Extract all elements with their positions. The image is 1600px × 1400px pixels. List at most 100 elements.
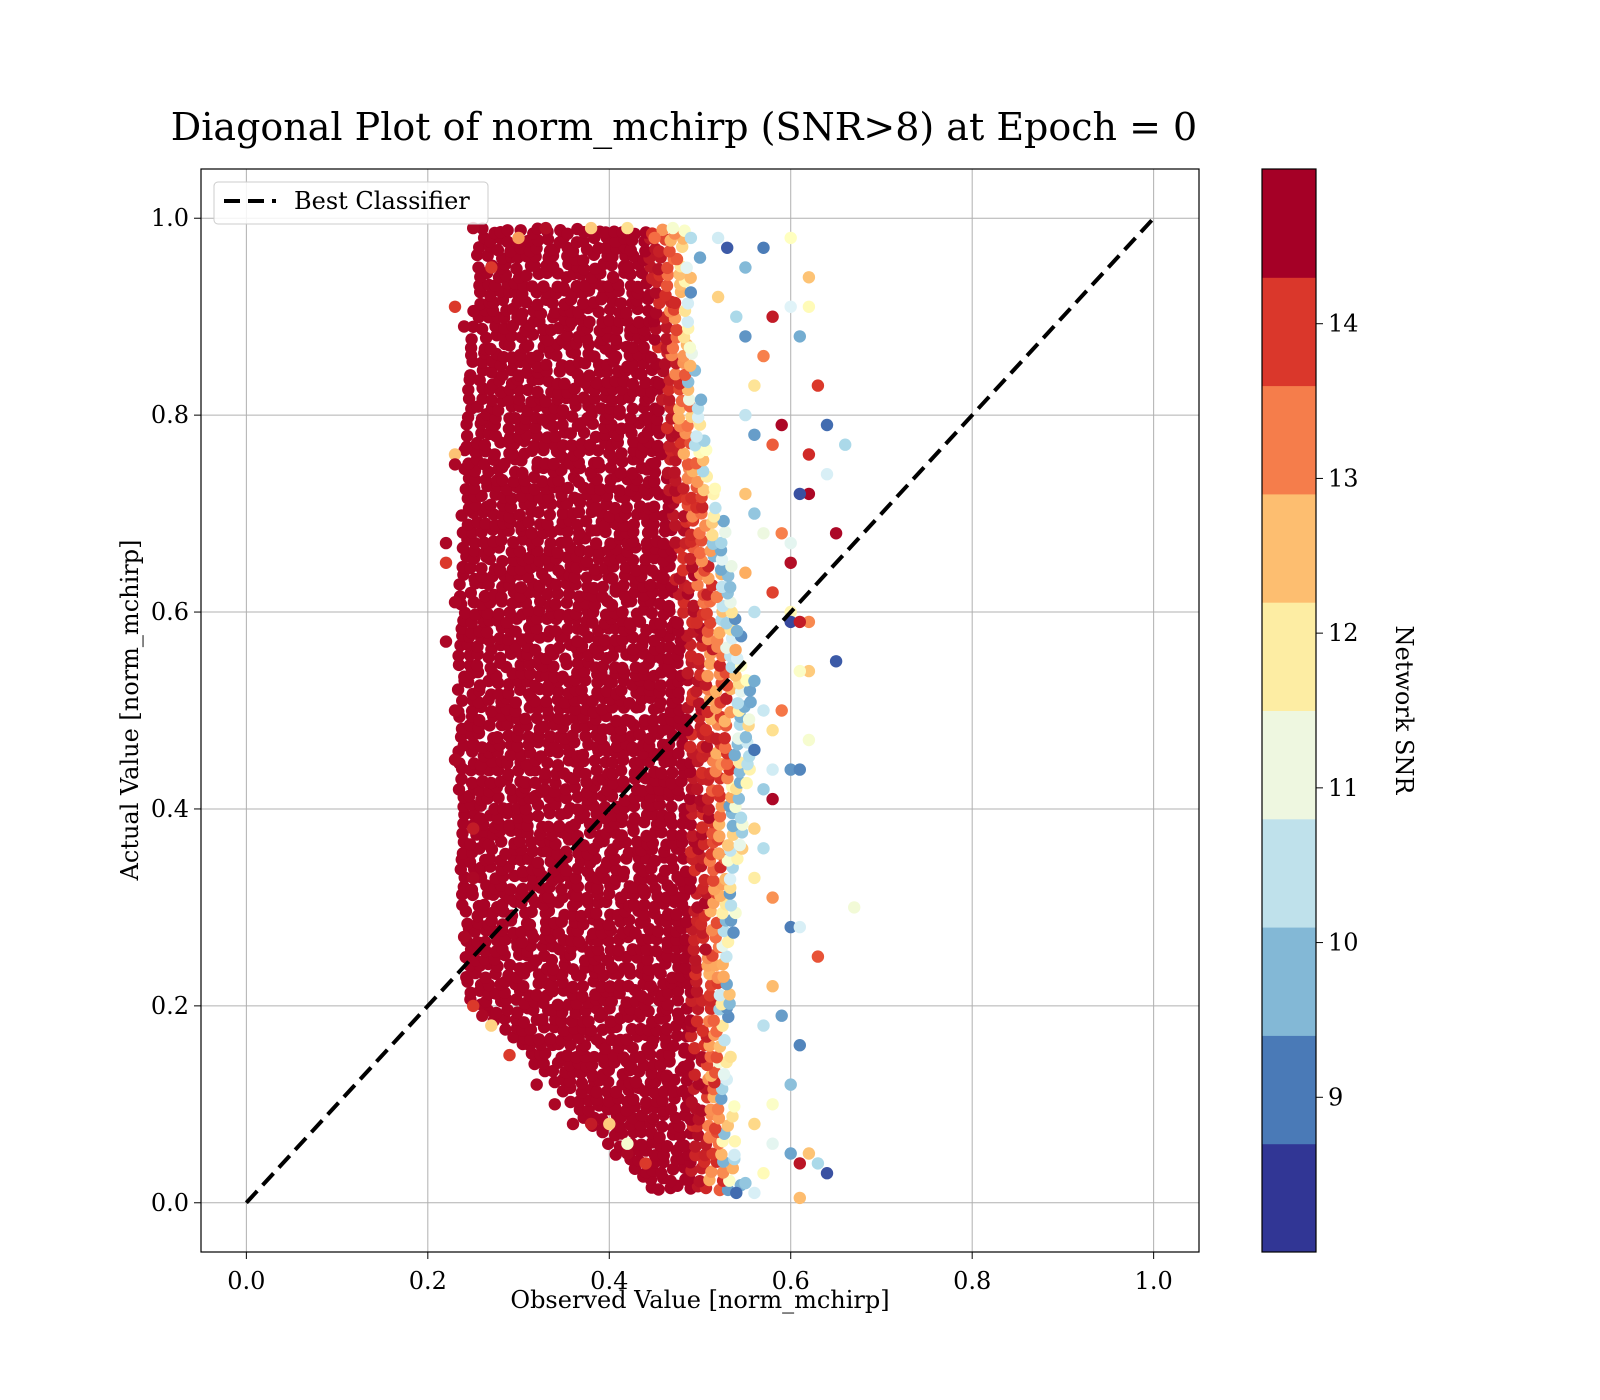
scatter-point [677, 606, 690, 619]
scatter-point [534, 750, 548, 763]
scatter-point [700, 607, 713, 620]
scatter-point [639, 1157, 652, 1170]
scatter-point [637, 341, 650, 354]
scatter-point [793, 330, 806, 343]
scatter-point [588, 599, 602, 612]
best-classifier-line [244, 216, 1156, 1205]
scatter-point [607, 777, 620, 790]
colorbar-band [1262, 818, 1316, 928]
scatter-point [556, 418, 569, 431]
scatter-point [621, 1147, 634, 1160]
scatter-point [559, 652, 572, 665]
scatter-point [462, 383, 475, 396]
scatter-point [606, 649, 619, 662]
scatter-point [647, 714, 660, 727]
scatter-point [681, 315, 694, 329]
scatter-point [448, 596, 462, 609]
scatter-point [651, 439, 665, 453]
scatter-point [715, 536, 728, 550]
scatter-point [523, 918, 537, 931]
scatter-point [670, 252, 684, 266]
scatter-point [652, 404, 665, 417]
scatter-point [534, 881, 547, 894]
scatter-point [688, 1042, 701, 1055]
scatter-point [820, 468, 834, 481]
scatter-point [685, 491, 698, 505]
scatter-point [485, 261, 498, 274]
scatter-point [659, 519, 672, 532]
scatter-point [544, 730, 557, 743]
scatter-point [439, 536, 453, 550]
scatter-point [713, 626, 726, 639]
scatter-point [608, 501, 622, 515]
scatter-point [530, 1078, 543, 1091]
scatter-point [677, 447, 690, 460]
scatter-point [670, 323, 683, 337]
scatter-point [793, 1191, 806, 1205]
scatter-point [524, 667, 537, 680]
scatter-point [660, 279, 674, 292]
scatter-point [723, 997, 736, 1010]
scatter-point [681, 297, 695, 310]
scatter-point [577, 391, 590, 404]
scatter-point [542, 891, 555, 904]
scatter-point [528, 776, 542, 789]
scatter-point [561, 525, 574, 538]
scatter-point [700, 443, 713, 457]
scatter-point [606, 394, 619, 407]
scatter-point [720, 757, 734, 770]
scatter-point [699, 943, 712, 956]
scatter-point [552, 641, 566, 654]
scatter-point [665, 777, 678, 790]
scatter-point [491, 812, 504, 825]
scatter-point [603, 1117, 616, 1131]
scatter-point [620, 996, 633, 1009]
scatter-point [648, 231, 661, 245]
scatter-point [848, 901, 861, 914]
scatter-point [681, 723, 694, 737]
scatter-point [484, 661, 497, 675]
scatter-point [553, 608, 567, 621]
scatter-point [666, 828, 679, 841]
scatter-point [548, 741, 562, 754]
scatter-point [713, 810, 727, 823]
scatter-point [528, 483, 541, 496]
scatter-point [522, 515, 535, 529]
scatter-point [603, 314, 616, 327]
scatter-point [748, 1117, 761, 1131]
scatter-point [620, 1033, 633, 1046]
scatter-point [469, 954, 482, 967]
scatter-point [692, 1077, 705, 1091]
scatter-point [641, 953, 654, 966]
scatter-point [701, 588, 714, 601]
scatter-point [485, 705, 498, 718]
scatter-point [532, 1033, 546, 1046]
scatter-point [726, 1162, 739, 1175]
scatter-point [766, 1137, 779, 1150]
scatter-point [620, 501, 633, 514]
scatter-point [729, 643, 742, 657]
scatter-point [670, 908, 683, 921]
scatter-point [538, 767, 552, 780]
scatter-point [660, 1022, 673, 1036]
scatter-point [766, 586, 779, 599]
x-tick-label: 0.2 [409, 1267, 447, 1295]
scatter-point [635, 367, 648, 381]
scatter-point [626, 341, 640, 354]
scatter-point [503, 510, 516, 524]
scatter-point [604, 537, 617, 550]
scatter-point [586, 927, 600, 940]
scatter-point [655, 767, 668, 780]
scatter-point [565, 439, 578, 452]
scatter-point [775, 527, 788, 540]
scatter-point [501, 1003, 514, 1017]
scatter-point [675, 829, 688, 842]
scatter-point [723, 873, 737, 886]
scatter-point [530, 988, 543, 1002]
scatter-point [496, 555, 509, 568]
scatter-point [685, 1029, 698, 1043]
scatter-point [566, 963, 580, 976]
scatter-point [561, 622, 574, 636]
scatter-point [510, 262, 523, 275]
scatter-point [606, 756, 619, 769]
